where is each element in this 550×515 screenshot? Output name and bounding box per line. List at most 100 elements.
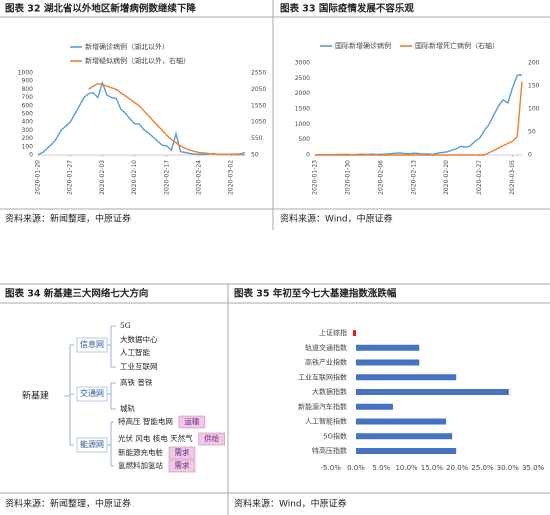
y-tick-label: 800 [22, 86, 34, 93]
tag-box [168, 446, 196, 460]
tag-box [198, 432, 225, 446]
item-label: 人工智能 [120, 347, 150, 357]
x-tick-label: 2020-02-13 [410, 160, 417, 195]
tag-label: 运输 [184, 416, 199, 426]
item-label: 大数据中心 [120, 334, 158, 344]
tag-label: 供给 [204, 433, 219, 443]
y-tick-label: 2000 [295, 90, 310, 97]
y-tick-label: 0 [29, 152, 33, 159]
y-tick-label: 700 [22, 94, 34, 101]
y-tick-label: 200 [22, 135, 34, 142]
tag-label: 需求 [175, 460, 190, 470]
item-label: 城轨 [120, 403, 135, 413]
series-line [314, 74, 523, 156]
y2-tick-label: 1550 [251, 102, 266, 109]
y-tick-label: 1000 [295, 121, 310, 128]
bar [356, 448, 457, 454]
x-tick-label: 30.0% [497, 464, 520, 472]
x-tick-label: 2020-02-17 [163, 160, 170, 195]
bracket [64, 344, 74, 446]
bar [356, 389, 509, 395]
source-note: 资料来源：新闻整理，中原证券 [5, 213, 131, 225]
y-tick-label: 1500 [295, 106, 310, 113]
bar [356, 359, 420, 366]
y-tick-label: 0 [306, 152, 310, 159]
figure-title: 图表 34 新基建三大网络七大方向 [5, 288, 148, 300]
y2-tick-label: 2050 [251, 86, 266, 93]
item-label: 新能源充电桩 [118, 447, 163, 457]
tag-box [168, 459, 196, 473]
network-label: 能源网 [80, 439, 104, 449]
source-note: 资料来源：Wind，中原证券 [280, 213, 393, 225]
x-tick-label: 20.0% [446, 464, 469, 472]
x-tick-label: 2020-02-27 [476, 160, 483, 195]
y2-tick-label: 50 [251, 152, 259, 159]
category-label: 5G指数 [323, 431, 347, 440]
x-tick-label: 35.0% [522, 464, 545, 472]
y-tick-label: 2500 [295, 75, 310, 82]
item-label: 高铁 普铁 [120, 377, 153, 387]
x-tick-label: -5.0% [321, 464, 342, 472]
legend-label: 新增确诊病例（湖北以外） [85, 42, 169, 51]
source-note: 资料来源：新闻整理，中原证券 [5, 498, 131, 510]
x-tick-label: 2020-02-20 [443, 160, 450, 195]
category-label: 高铁产业指数 [305, 358, 347, 367]
x-tick-label: 2020-02-03 [99, 160, 106, 195]
category-label: 人工智能指数 [305, 417, 347, 426]
figure-title: 图表 32 湖北省以外地区新增病例数继续下降 [5, 3, 196, 15]
bar [356, 374, 457, 381]
y-tick-label: 400 [22, 119, 34, 126]
category-label: 特高压指数 [312, 446, 347, 455]
item-label: 5G [120, 321, 131, 330]
bar [356, 344, 420, 351]
y2-tick-label: 200 [528, 60, 540, 67]
item-label: 光伏 风电 核电 天然气 [118, 433, 193, 443]
x-tick-label: 2020-01-20 [35, 160, 42, 195]
legend-label: 国际新增死亡病例（右轴） [415, 41, 499, 50]
y-tick-label: 100 [22, 143, 34, 150]
series-line [37, 80, 246, 156]
item-label: 工业互联网 [120, 361, 158, 371]
tag-box [178, 415, 206, 429]
x-tick-label: 0.0% [347, 464, 365, 472]
y2-tick-label: 0 [528, 152, 532, 159]
category-label: 新能源汽车指数 [298, 402, 347, 411]
y2-tick-label: 150 [528, 83, 540, 90]
figure-title: 图表 35 年初至今七大基建指数涨跌幅 [234, 288, 397, 300]
legend-label: 新增疑似病例（湖北以外，右轴） [85, 56, 190, 65]
x-tick-label: 2020-03-05 [509, 160, 516, 195]
item-label: 特高压 智能电网 [118, 416, 173, 426]
legend-label: 国际新增确诊病例 [335, 41, 391, 50]
y-tick-label: 600 [22, 102, 34, 109]
y-tick-label: 500 [22, 111, 34, 118]
x-tick-label: 2020-01-23 [312, 160, 319, 195]
x-tick-label: 10.0% [395, 464, 418, 472]
bracket [107, 382, 116, 410]
x-tick-label: 2020-01-30 [344, 160, 351, 195]
y2-tick-label: 50 [528, 129, 536, 136]
network-label: 交通网 [80, 388, 104, 398]
x-tick-label: 2020-03-02 [228, 160, 235, 195]
y2-tick-label: 100 [528, 106, 540, 113]
bracket [107, 325, 116, 368]
x-tick-label: 2020-02-24 [196, 160, 203, 195]
category-label: 上证综指 [319, 328, 347, 337]
y-tick-label: 500 [299, 136, 311, 143]
series-line [88, 82, 246, 156]
series-line [315, 81, 523, 156]
category-label: 大数据指数 [312, 387, 347, 396]
network-label: 信息网 [80, 339, 104, 349]
source-note: 资料来源：Wind，中原证券 [234, 498, 347, 510]
tag-label: 需求 [175, 447, 190, 457]
x-tick-label: 2020-02-06 [377, 160, 384, 195]
category-label: 轨道交通指数 [305, 343, 347, 352]
item-label: 氢燃料加氢站 [118, 460, 163, 470]
x-tick-label: 5.0% [372, 464, 390, 472]
category-label: 工业互联网指数 [298, 372, 347, 381]
y-tick-label: 3000 [295, 60, 310, 67]
x-tick-label: 2020-01-27 [67, 160, 74, 195]
y-tick-label: 300 [22, 127, 34, 134]
x-tick-label: 25.0% [471, 464, 494, 472]
